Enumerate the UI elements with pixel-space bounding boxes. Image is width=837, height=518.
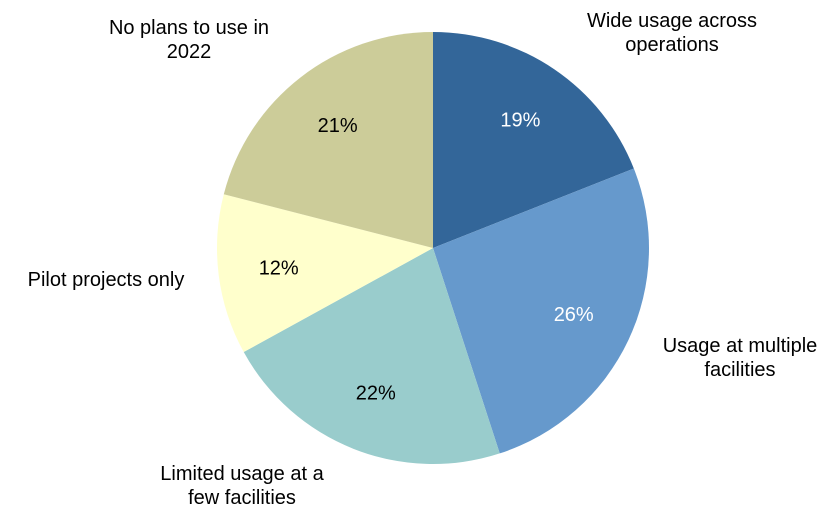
slice-category-label-line: facilities [704, 359, 775, 381]
slice-value-label-4: 12% [259, 257, 299, 279]
slice-category-label-line: few facilities [188, 487, 296, 509]
category-labels: Wide usage across operations Usage at mult… [28, 10, 818, 509]
slice-value-label-5: 21% [318, 115, 358, 137]
slice-category-label-5: No plans to use in 2022 [109, 17, 269, 63]
slice-category-label-line: operations [625, 34, 718, 56]
slice-category-label-4: Pilot projects only [28, 269, 185, 291]
slice-category-label-line: Usage at multiple [663, 335, 818, 357]
pie-slice-4 [217, 194, 433, 353]
slice-value-label-3: 22% [356, 383, 396, 405]
slice-category-label-2: Usage at multiple facilities [663, 335, 818, 381]
pie-slices [217, 32, 649, 465]
slice-category-label-line: 2022 [167, 41, 212, 63]
slice-category-label-line: No plans to use in [109, 17, 269, 39]
value-labels: 19% 26% 22% 12% 21% [259, 109, 594, 404]
slice-category-label-line: Limited usage at a [160, 463, 324, 485]
pie-slice-3 [243, 248, 500, 465]
slice-value-label-2: 26% [554, 304, 594, 326]
slice-category-label-3: Limited usage at a few facilities [160, 463, 324, 509]
pie-slice-5 [223, 32, 433, 248]
pie-slice-2 [433, 168, 649, 454]
slice-category-label-1: Wide usage across operations [587, 10, 757, 56]
slice-category-label-line: Pilot projects only [28, 269, 185, 291]
slice-value-label-1: 19% [500, 109, 540, 131]
slice-category-label-line: Wide usage across [587, 10, 757, 32]
pie-slice-1 [433, 32, 634, 248]
